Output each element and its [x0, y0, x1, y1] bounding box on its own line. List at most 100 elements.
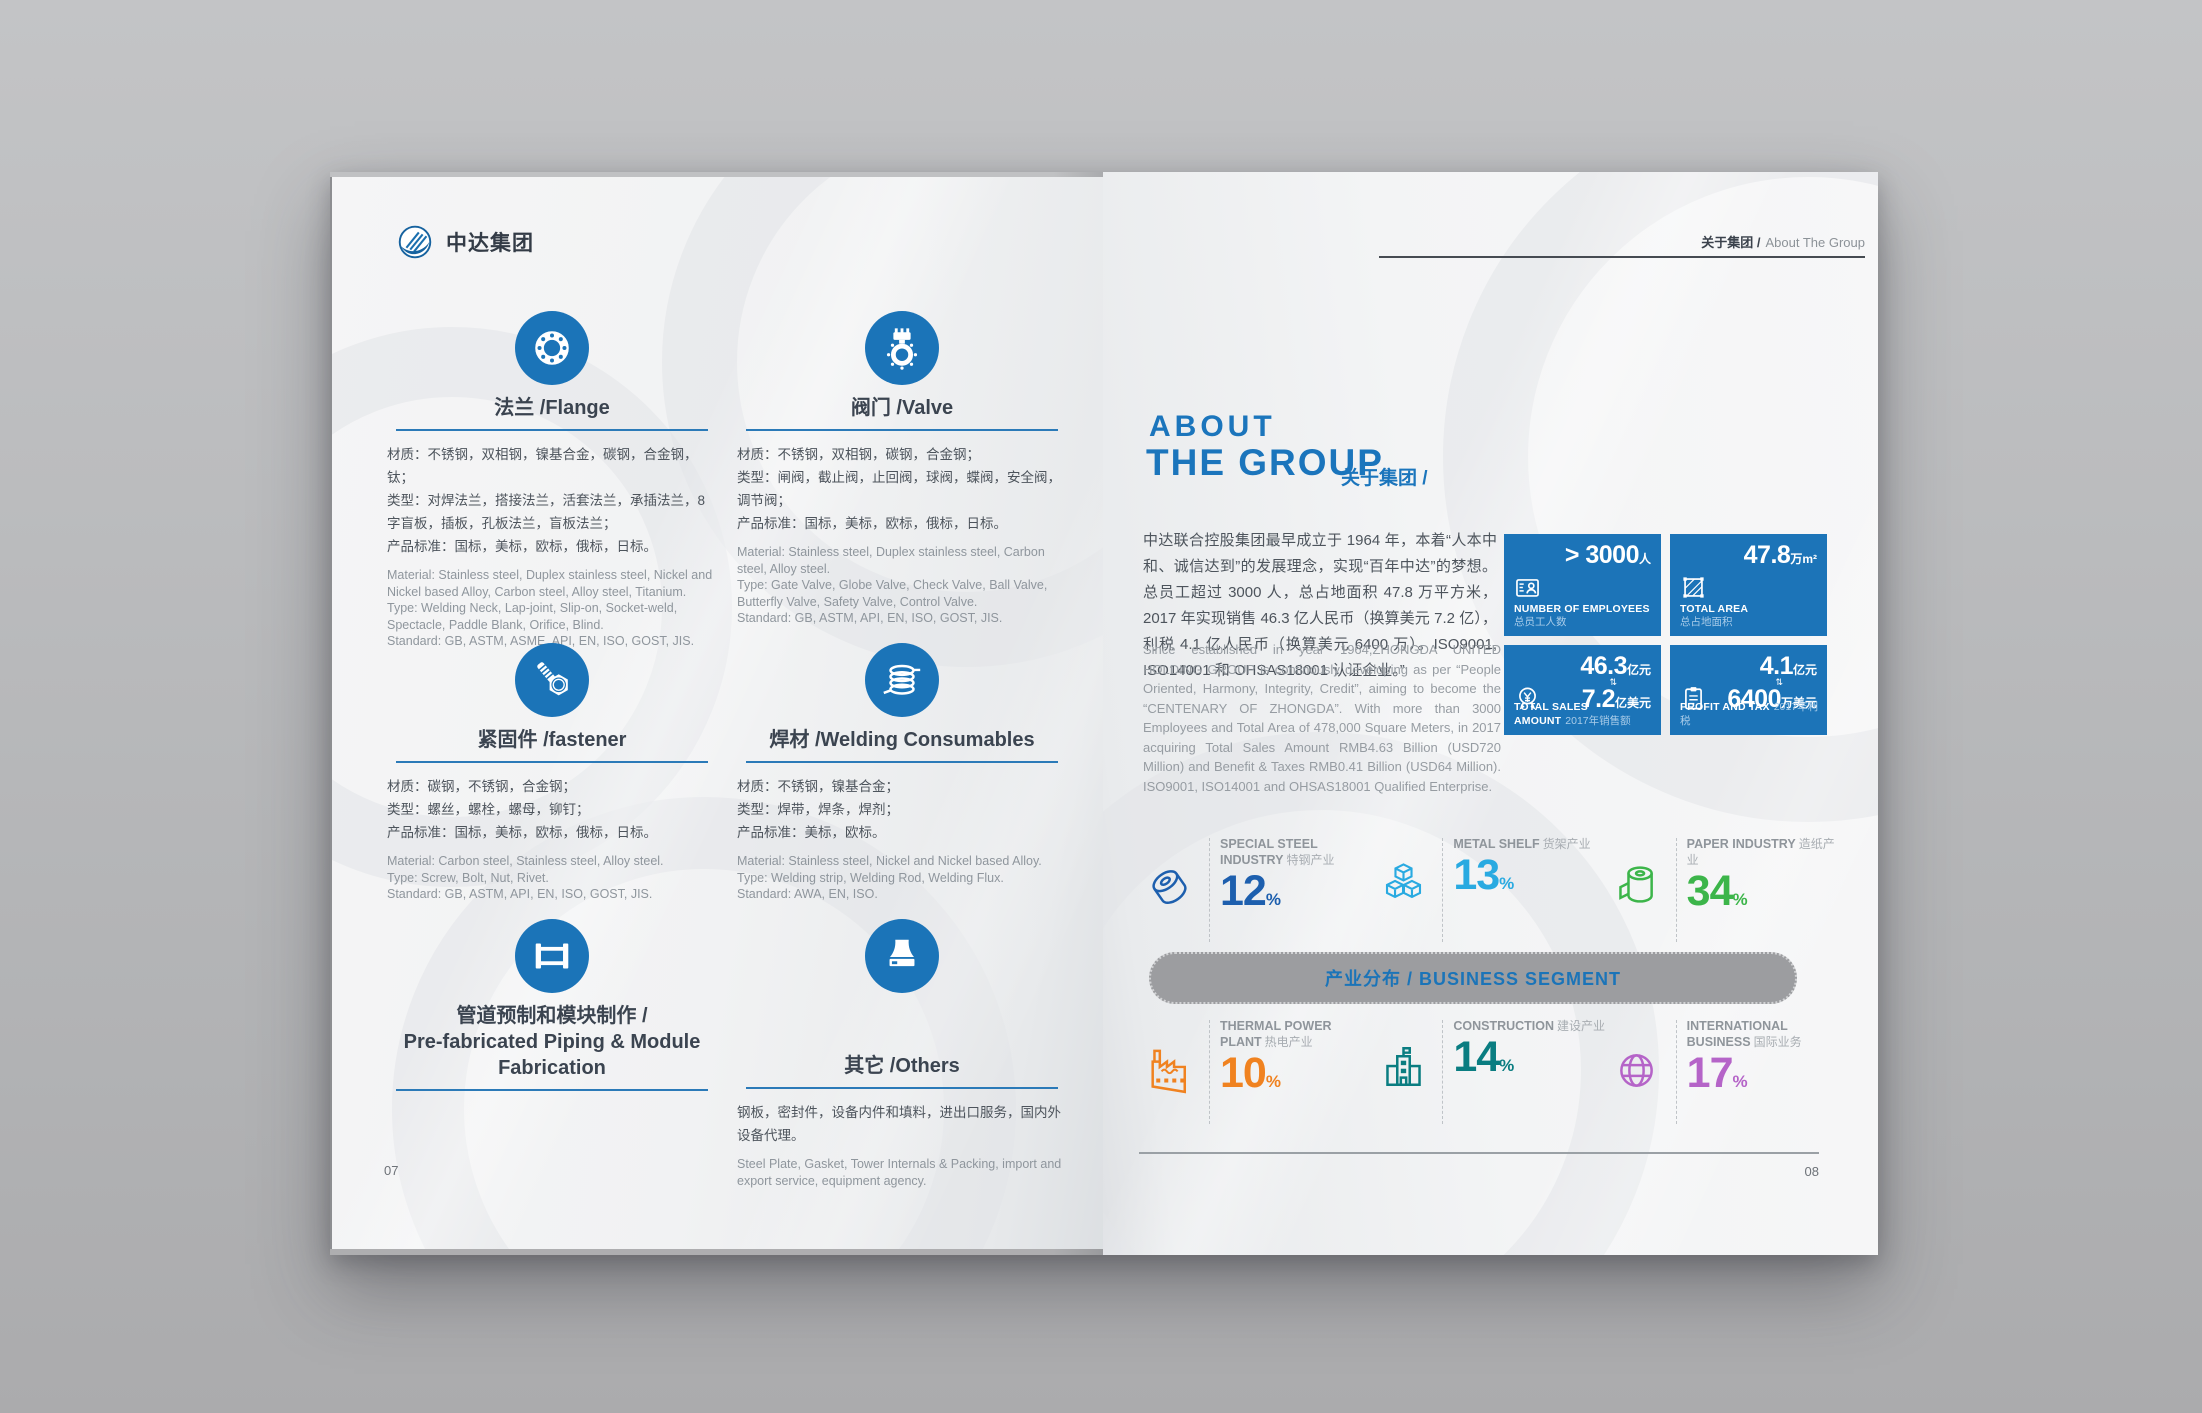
segment-label-zh: 国际业务	[1753, 1035, 1802, 1049]
section-text-zh: 材质：不锈钢，双相钢，镍基合金，碳钢，合金钢，钛； 类型：对焊法兰，搭接法兰，活…	[387, 447, 706, 554]
segment-percentage: 13%	[1453, 851, 1515, 899]
stat-label-zh: 2017年销售额	[1565, 714, 1631, 727]
flange-icon	[529, 325, 575, 371]
page-title-line2: THE GROUP	[1146, 442, 1384, 483]
cubes-icon	[1375, 860, 1432, 917]
segment-label-zh: 造纸产业	[1686, 837, 1835, 867]
area-icon	[1680, 574, 1707, 601]
building-icon	[1375, 1042, 1432, 1099]
business-segment-item: PAPER INDUSTRY 造纸产业 34%	[1606, 832, 1839, 944]
paper-roll-icon	[1608, 860, 1665, 917]
stat-unit: 人	[1638, 552, 1651, 566]
stat-labels: PROFIT AND TAX 2017年利税	[1680, 700, 1821, 727]
globe-icon	[1608, 1042, 1665, 1099]
stat-labels: TOTAL AREA 总占地面积	[1680, 602, 1821, 628]
brochure-spread: 中达集团 法兰 /Flange 材质：不锈钢，双相钢，镍基合金，碳钢，合金钢，钛…	[330, 172, 1878, 1255]
product-section: 其它 /Others 钢板，密封件，设备内件和填料，进出口服务，国内外设备代理。…	[727, 907, 1077, 1189]
section-icon-badge	[515, 919, 589, 993]
stat-label-en: PROFIT AND TAX	[1680, 701, 1770, 713]
segment-label: SPECIAL STEEL INDUSTRY 特钢产业	[1220, 836, 1372, 868]
page-title-line1: ABOUT	[1149, 410, 1276, 443]
page-number-right: 08	[1804, 1164, 1819, 1179]
stat-value: 4.1	[1759, 652, 1794, 680]
segment-label-en: SPECIAL STEEL INDUSTRY	[1220, 837, 1318, 867]
stat-values: 46.3亿元 ⇅ 7.2亿美元	[1512, 653, 1651, 712]
stat-label-en: TOTAL AREA	[1680, 603, 1749, 615]
business-segment-item: INTERNATIONAL BUSINESS 国际业务 17%	[1606, 1014, 1839, 1126]
stat-label-zh: 2017年利税	[1680, 701, 1819, 727]
piping-icon	[529, 933, 575, 979]
logo-mark-icon	[398, 225, 432, 259]
product-section: 法兰 /Flange 材质：不锈钢，双相钢，镍基合金，碳钢，合金钢，钛； 类型：…	[377, 299, 727, 648]
section-divider	[396, 761, 708, 763]
company-logo: 中达集团	[394, 221, 534, 263]
segment-label: METAL SHELF 货架产业	[1453, 836, 1605, 852]
section-title: 焊材 /Welding Consumables	[769, 729, 1035, 751]
business-segment-item: SPECIAL STEEL INDUSTRY 特钢产业 12%	[1139, 832, 1372, 944]
stat-label-en: NUMBER OF EMPLOYEES	[1514, 603, 1650, 615]
segment-divider	[1209, 838, 1210, 942]
page-number-left: 07	[384, 1163, 399, 1178]
stat-values: 47.8万m²	[1678, 542, 1817, 568]
segment-divider	[1442, 838, 1444, 942]
section-title: 阀门 /Valve	[850, 397, 954, 419]
steel-roll-icon	[1142, 860, 1199, 917]
segment-label: INTERNATIONAL BUSINESS 国际业务	[1687, 1018, 1839, 1050]
section-text-en: Material: Stainless steel, Nickel and Ni…	[737, 854, 1042, 901]
segment-label-zh: 特钢产业	[1286, 853, 1335, 867]
segment-text: THERMAL POWER PLANT 热电产业 10%	[1220, 1014, 1372, 1126]
stat-label-en: TOTAL SALES AMOUNT	[1514, 701, 1588, 727]
segment-divider	[1675, 838, 1677, 942]
segment-label-en: METAL SHELF	[1453, 837, 1540, 851]
section-text-zh: 材质：碳钢，不锈钢，合金钢； 类型：螺丝，螺栓，螺母，铆钉； 产品标准：国标，美…	[387, 779, 657, 840]
segment-text: METAL SHELF 货架产业 13%	[1453, 832, 1605, 944]
stat-unit: 亿元	[1792, 663, 1817, 677]
section-divider	[396, 429, 708, 431]
page-title-zh: 关于集团 /	[1341, 468, 1428, 489]
segment-percentage: 10%	[1220, 1049, 1281, 1097]
section-text-en: Material: Carbon steel, Stainless steel,…	[387, 854, 664, 901]
stat-unit: 万m²	[1790, 552, 1817, 566]
running-header-zh: 关于集团 /	[1701, 235, 1761, 250]
product-section: 紧固件 /fastener 材质：碳钢，不锈钢，合金钢； 类型：螺丝，螺栓，螺母…	[377, 631, 727, 907]
stat-label-zh: 总员工人数	[1514, 615, 1567, 628]
running-header: 关于集团 / About The Group	[1379, 232, 1865, 251]
header-rule	[1379, 256, 1865, 258]
section-text-en: Material: Stainless steel, Duplex stainl…	[737, 545, 1048, 625]
valve-icon	[879, 325, 925, 371]
segment-percentage: 12%	[1220, 867, 1281, 915]
segment-label-en: PAPER INDUSTRY	[1686, 837, 1796, 851]
stat-value-secondary: 7.2亿美元	[1581, 684, 1651, 713]
segment-label: PAPER INDUSTRY 造纸产业	[1687, 836, 1839, 868]
segment-divider	[1442, 1020, 1444, 1124]
section-icon-badge	[865, 311, 939, 385]
stat-value: > 3000	[1564, 541, 1640, 569]
stats-grid: > 3000人 NUMBER OF EMPLOYEES 总员工人数 47.8万m²	[1504, 534, 1827, 735]
convert-arrows-icon: ⇅	[1775, 677, 1783, 688]
product-section: 阀门 /Valve 材质：不锈钢，双相钢，碳钢，合金钢； 类型：闸阀，截止阀，止…	[727, 299, 1077, 631]
section-icon-badge	[515, 643, 589, 717]
section-icon-badge	[865, 643, 939, 717]
running-header-en: About The Group	[1765, 235, 1866, 250]
segment-label-zh: 货架产业	[1542, 837, 1591, 851]
segment-label-zh: 热电产业	[1264, 1035, 1313, 1049]
stat-label-zh: 总占地面积	[1680, 615, 1733, 628]
stat-labels: NUMBER OF EMPLOYEES 总员工人数	[1514, 602, 1655, 628]
business-segment-item: METAL SHELF 货架产业 13%	[1372, 832, 1605, 944]
stat-box: 46.3亿元 ⇅ 7.2亿美元 TOTAL SALES AMOUNT 2017年销…	[1504, 645, 1661, 735]
segment-text: SPECIAL STEEL INDUSTRY 特钢产业 12%	[1220, 832, 1372, 944]
segment-text: INTERNATIONAL BUSINESS 国际业务 17%	[1687, 1014, 1839, 1126]
factory-icon	[1142, 1042, 1199, 1099]
fastener-icon	[529, 657, 575, 703]
intro-paragraph-zh: 中达联合控股集团最早成立于 1964 年，本着“人本中和、诚信达到”的发展理念，…	[1143, 532, 1497, 679]
segment-divider	[1675, 1020, 1677, 1124]
section-icon-badge	[515, 311, 589, 385]
section-text-zh: 材质：不锈钢，镍基合金； 类型：焊带，焊条，焊剂； 产品标准：美标，欧标。	[737, 779, 899, 840]
section-divider	[746, 761, 1058, 763]
stat-box: > 3000人 NUMBER OF EMPLOYEES 总员工人数	[1504, 534, 1661, 636]
stat-unit: 亿元	[1626, 663, 1651, 677]
product-section: 管道预制和模块制作 / Pre-fabricated Piping & Modu…	[377, 907, 727, 1189]
section-title: 法兰 /Flange	[494, 397, 610, 419]
section-divider	[396, 1089, 708, 1091]
product-section: 焊材 /Welding Consumables 材质：不锈钢，镍基合金； 类型：…	[727, 631, 1077, 907]
